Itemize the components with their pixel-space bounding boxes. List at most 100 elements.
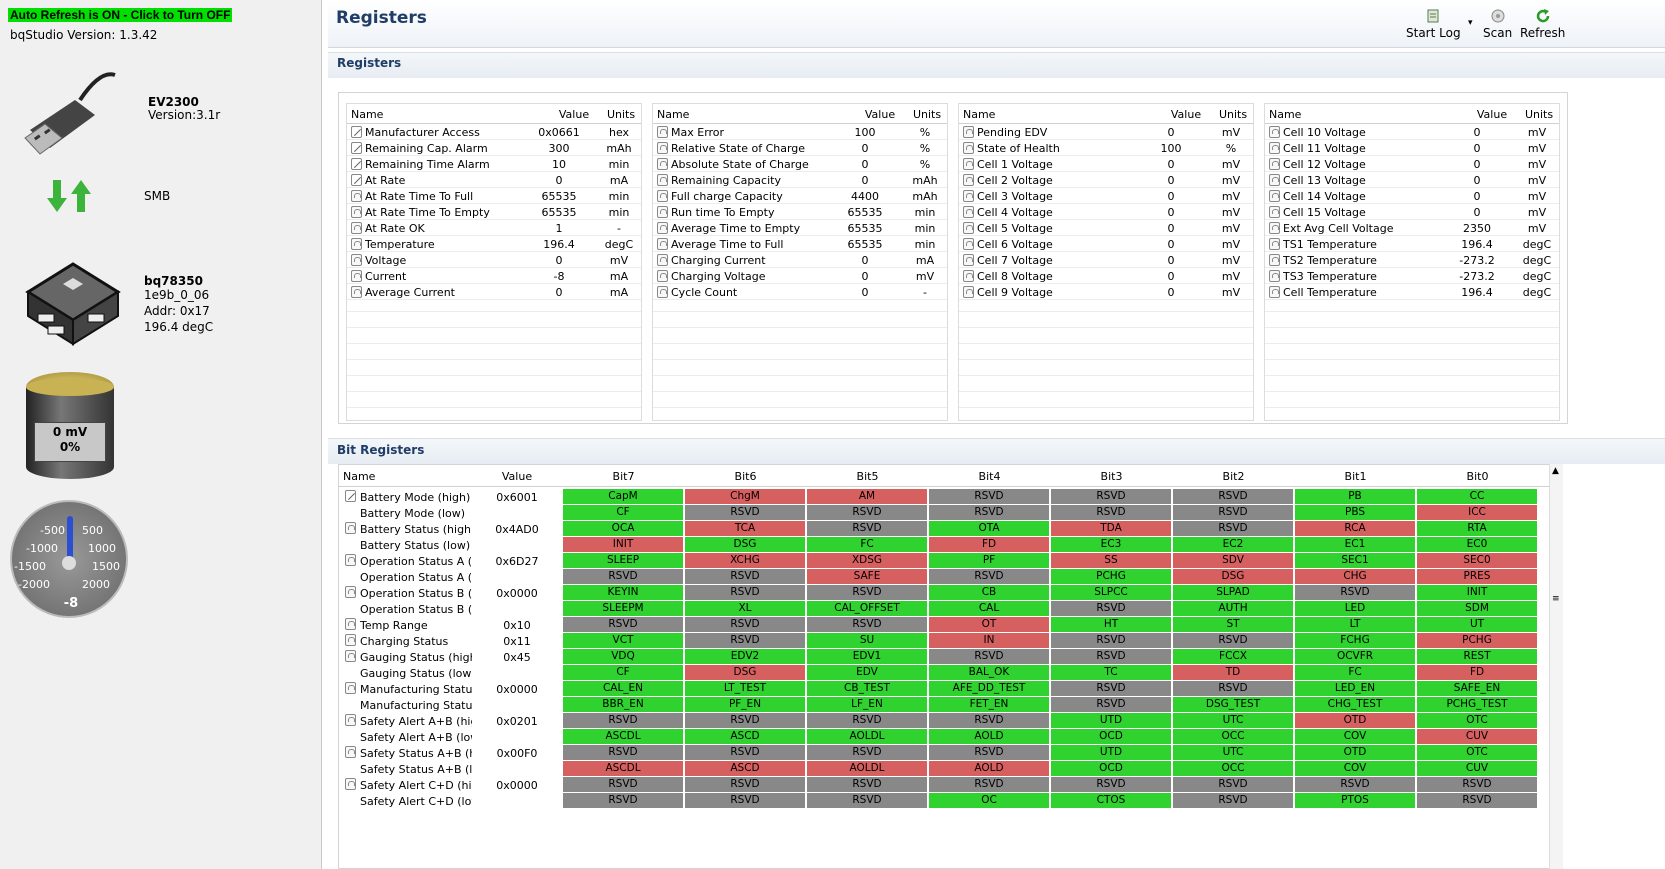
bit-cell[interactable]: RTA	[1417, 521, 1538, 536]
bit-cell[interactable]: AOLDL	[807, 729, 928, 744]
scroll-up-icon[interactable]: ▲	[1552, 466, 1559, 476]
register-row[interactable]: Charging Voltage 0 mV	[653, 268, 947, 284]
bit-cell[interactable]: PCHG_TEST	[1417, 697, 1538, 712]
bit-cell[interactable]: EDV1	[807, 649, 928, 664]
bit-cell[interactable]: CB_TEST	[807, 681, 928, 696]
register-row[interactable]: At Rate 0 mA	[347, 172, 641, 188]
column-header-units[interactable]: Units	[1218, 108, 1248, 121]
bit-cell[interactable]: TCA	[685, 521, 806, 536]
bit-cell[interactable]: SLEEPM	[563, 601, 684, 616]
bit-cell[interactable]: RSVD	[685, 793, 806, 808]
register-row[interactable]: Ext Avg Cell Voltage 2350 mV	[1265, 220, 1559, 236]
register-row[interactable]: Cell 4 Voltage 0 mV	[959, 204, 1253, 220]
bit-cell[interactable]: EC2	[1173, 537, 1294, 552]
column-header-value[interactable]: Value	[1170, 108, 1202, 121]
bit-register-row[interactable]: Gauging Status (low) CF DSG EDV BAL_OK TC TD FC…	[339, 665, 1560, 681]
bit-cell[interactable]: RSVD	[685, 633, 806, 648]
bit-cell[interactable]: RSVD	[563, 617, 684, 632]
bit-cell[interactable]: RSVD	[1173, 489, 1294, 504]
bit-cell[interactable]: ChgM	[685, 489, 806, 504]
start-log-button[interactable]: Start Log	[1406, 8, 1461, 40]
bit-cell[interactable]: RSVD	[563, 713, 684, 728]
column-header-value[interactable]: Value	[501, 470, 533, 483]
bit-cell[interactable]: AOLD	[929, 729, 1050, 744]
register-row[interactable]: State of Health 100%	[959, 140, 1253, 156]
register-row[interactable]: Average Current 0 mA	[347, 284, 641, 300]
bit-cell[interactable]: KEYIN	[563, 585, 684, 600]
register-row[interactable]: Cell 14 Voltage 0 mV	[1265, 188, 1559, 204]
bit-cell[interactable]: RSVD	[807, 793, 928, 808]
register-row[interactable]: Cell 5 Voltage 0 mV	[959, 220, 1253, 236]
register-row[interactable]: Pending EDV 0 mV	[959, 124, 1253, 140]
bit-cell[interactable]: RSVD	[1051, 697, 1172, 712]
bit-cell[interactable]: CTOS	[1051, 793, 1172, 808]
bit-cell[interactable]: OTA	[929, 521, 1050, 536]
register-row[interactable]: Average Time to Full 65535 min	[653, 236, 947, 252]
bit-cell[interactable]: RSVD	[563, 793, 684, 808]
bit-cell[interactable]: RSVD	[563, 569, 684, 584]
bit-cell[interactable]: RSVD	[929, 649, 1050, 664]
bit-cell[interactable]: EC1	[1295, 537, 1416, 552]
register-row[interactable]: Cell 12 Voltage 0 mV	[1265, 156, 1559, 172]
bit-cell[interactable]: AFE_DD_TEST	[929, 681, 1050, 696]
scroll-thumb-icon[interactable]: ≡	[1552, 594, 1560, 604]
bit-cell[interactable]: RCA	[1295, 521, 1416, 536]
register-row[interactable]: Cell 6 Voltage 0 mV	[959, 236, 1253, 252]
bit-cell[interactable]: RSVD	[1173, 521, 1294, 536]
bit-cell[interactable]: SS	[1051, 553, 1172, 568]
bit-cell[interactable]: DSG_TEST	[1173, 697, 1294, 712]
bit-cell[interactable]: VDQ	[563, 649, 684, 664]
bit-cell[interactable]: RSVD	[685, 569, 806, 584]
register-row[interactable]: Cycle Count 0 -	[653, 284, 947, 300]
bit-cell[interactable]: RSVD	[1417, 777, 1538, 792]
bit-cell[interactable]: RSVD	[807, 745, 928, 760]
bit-cell[interactable]: FC	[807, 537, 928, 552]
bit-cell[interactable]: CAL_EN	[563, 681, 684, 696]
bit-register-row[interactable]: Operation Status B (h...0x0000KEYINRSVDR…	[339, 585, 1560, 601]
bit-register-row[interactable]: Safety Alert C+D (high)0x0000RSVDRSVDRSV…	[339, 777, 1560, 793]
bit-cell[interactable]: INIT	[1417, 585, 1538, 600]
bit-cell[interactable]: AOLD	[929, 761, 1050, 776]
bit-register-row[interactable]: Safety Alert C+D (low)RSVDRSVDRSVDOCCTOS…	[339, 793, 1560, 809]
bit-cell[interactable]: OCD	[1051, 761, 1172, 776]
register-row[interactable]: Cell 3 Voltage 0 mV	[959, 188, 1253, 204]
bit-cell[interactable]: DSG	[1173, 569, 1294, 584]
column-header-name[interactable]: Name	[963, 108, 996, 121]
bit-cell[interactable]: COV	[1295, 729, 1416, 744]
register-row[interactable]: Max Error 100%	[653, 124, 947, 140]
bit-cell[interactable]: TC	[1051, 665, 1172, 680]
bit-cell[interactable]: CAL	[929, 601, 1050, 616]
register-row[interactable]: TS2 Temperature -273.2 degC	[1265, 252, 1559, 268]
bit-cell[interactable]: SU	[807, 633, 928, 648]
column-header-value[interactable]: Value	[1476, 108, 1508, 121]
bit-cell[interactable]: AOLDL	[807, 761, 928, 776]
bit-cell[interactable]: EC0	[1417, 537, 1538, 552]
vertical-scrollbar[interactable]: ▲ ≡	[1549, 464, 1563, 869]
bit-register-row[interactable]: Temp Range 0x10 RSVD RSVD RSVD OT HT ST LT UT	[339, 617, 1560, 633]
bit-cell[interactable]: TDA	[1051, 521, 1172, 536]
bit-cell[interactable]: PF_EN	[685, 697, 806, 712]
bit-cell[interactable]: OCA	[563, 521, 684, 536]
register-row[interactable]: TS1 Temperature 196.4 degC	[1265, 236, 1559, 252]
bit-cell[interactable]: UTD	[1051, 745, 1172, 760]
bit-cell[interactable]: RSVD	[563, 777, 684, 792]
bit-cell[interactable]: LT_TEST	[685, 681, 806, 696]
bit-cell[interactable]: SAFE	[807, 569, 928, 584]
bit-cell[interactable]: RSVD	[1173, 777, 1294, 792]
bit-cell[interactable]: RSVD	[685, 585, 806, 600]
bit-cell[interactable]: SEC0	[1417, 553, 1538, 568]
bit-cell[interactable]: OT	[929, 617, 1050, 632]
bit-cell[interactable]: UTC	[1173, 713, 1294, 728]
column-header-bit7[interactable]: Bit7	[612, 470, 635, 483]
register-row[interactable]: Cell 15 Voltage 0 mV	[1265, 204, 1559, 220]
bit-register-row[interactable]: Safety Status A+B (l... ASCDL ASCD AOLDL AOL…	[339, 761, 1560, 777]
bit-cell[interactable]: CF	[563, 665, 684, 680]
bit-register-row[interactable]: Manufacturing Status... BBR_ENPF_ENLF_ENF…	[339, 697, 1560, 713]
bit-cell[interactable]: RSVD	[1295, 585, 1416, 600]
bit-cell[interactable]: CAL_OFFSET	[807, 601, 928, 616]
bit-cell[interactable]: SLEEP	[563, 553, 684, 568]
bit-cell[interactable]: LED_EN	[1295, 681, 1416, 696]
register-row[interactable]: Remaining Cap. Alarm 300 mAh	[347, 140, 641, 156]
bit-cell[interactable]: RSVD	[929, 489, 1050, 504]
bit-cell[interactable]: BBR_EN	[563, 697, 684, 712]
